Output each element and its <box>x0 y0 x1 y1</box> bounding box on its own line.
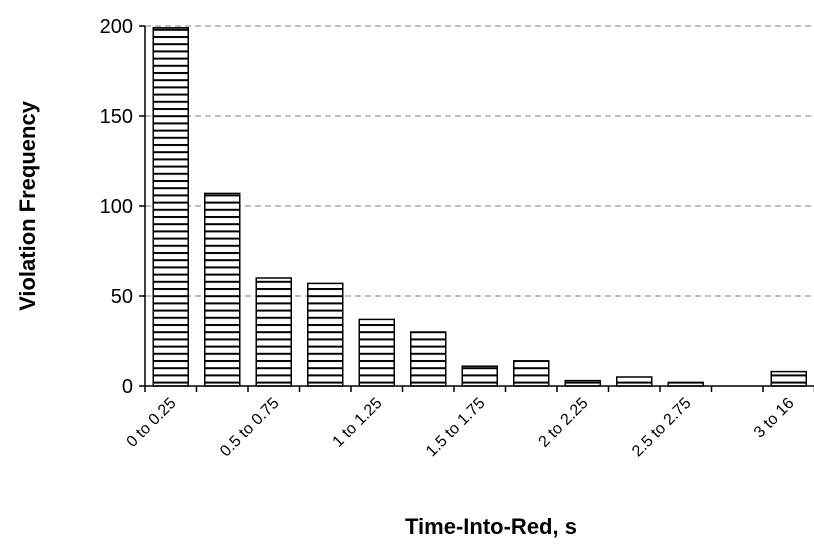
x-tick-label: 2.5 to 2.75 <box>629 395 695 461</box>
bar <box>307 282 344 387</box>
bar <box>204 192 241 387</box>
bar <box>616 376 653 387</box>
y-tick-label: 50 <box>111 286 133 308</box>
y-tick-label: 100 <box>100 196 133 218</box>
axes <box>139 25 814 392</box>
y-tick-labels: 0 50 100 150 200 <box>100 16 133 398</box>
x-tick-label: 1.5 to 1.75 <box>423 395 489 461</box>
y-tick-label: 0 <box>122 376 133 398</box>
bars <box>152 27 807 387</box>
bar <box>410 331 447 387</box>
y-axis-title: Violation Frequency <box>15 100 40 311</box>
y-tick-label: 200 <box>100 16 133 38</box>
bar <box>255 277 292 387</box>
x-tick-label: 1 to 1.25 <box>330 395 386 451</box>
bar <box>513 360 550 387</box>
bar <box>358 318 395 387</box>
bar <box>564 379 601 387</box>
bar <box>152 27 189 387</box>
x-tick-label: 0 to 0.25 <box>124 395 180 451</box>
x-tick-label: 3 to 16 <box>751 395 798 442</box>
x-tick-label: 0.5 to 0.75 <box>217 395 283 461</box>
bar <box>461 365 498 387</box>
y-tick-label: 150 <box>100 106 133 128</box>
gridlines <box>145 25 814 297</box>
x-axis-title: Time-Into-Red, s <box>405 514 577 539</box>
x-tick-labels: 0 to 0.25 0.5 to 0.75 1 to 1.25 1.5 to 1.75… <box>124 395 798 461</box>
x-tick-label: 2 to 2.25 <box>536 395 592 451</box>
bar <box>770 370 807 387</box>
